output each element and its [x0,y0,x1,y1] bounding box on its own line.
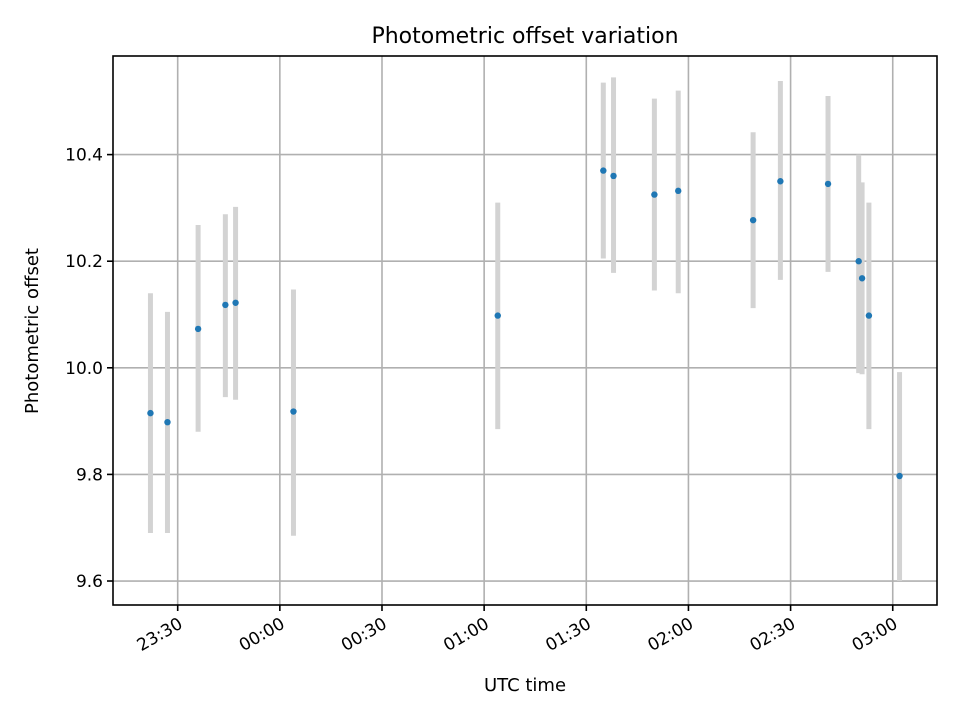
data-point [232,299,239,306]
y-tick-label: 10.0 [65,359,103,379]
y-tick-label: 9.8 [76,465,103,485]
x-tick-label: 03:00 [849,614,901,656]
x-tick-label: 23:30 [134,614,186,656]
data-point [290,408,297,415]
x-tick-label: 02:30 [747,614,799,656]
x-axis-label: UTC time [484,675,566,696]
x-tick-label: 00:30 [338,614,390,656]
grid-lines [113,56,937,605]
data-points [147,167,903,480]
data-point [858,275,866,282]
chart-title: Photometric offset variation [371,24,678,49]
data-point [896,472,903,480]
data-point [600,167,607,174]
data-point [777,178,784,185]
y-tick-label: 10.4 [65,146,103,166]
x-tick-label: 01:30 [542,614,594,656]
x-tick-label: 01:00 [440,614,492,656]
data-point [675,187,682,195]
data-point [147,409,154,417]
data-point [164,418,171,426]
x-tick-label: 02:00 [645,614,697,656]
data-point [494,312,501,319]
data-point [651,191,658,198]
data-point [194,325,202,333]
data-point [749,216,757,224]
data-point [610,172,617,180]
plot-frame [112,55,938,606]
y-tick-label: 9.6 [76,572,103,592]
data-point [824,180,832,188]
data-point [855,258,862,265]
data-point [222,301,229,309]
data-point [865,312,873,319]
x-tick-label: 00:00 [236,614,288,656]
y-tick-label: 10.2 [65,252,103,272]
y-axis-label: Photometric offset [22,248,43,414]
error-bars [147,77,903,582]
axis-ticks: 23:30 00:00 00:30 01:00 01:30 02:00 02:30 03:00… [65,146,901,656]
